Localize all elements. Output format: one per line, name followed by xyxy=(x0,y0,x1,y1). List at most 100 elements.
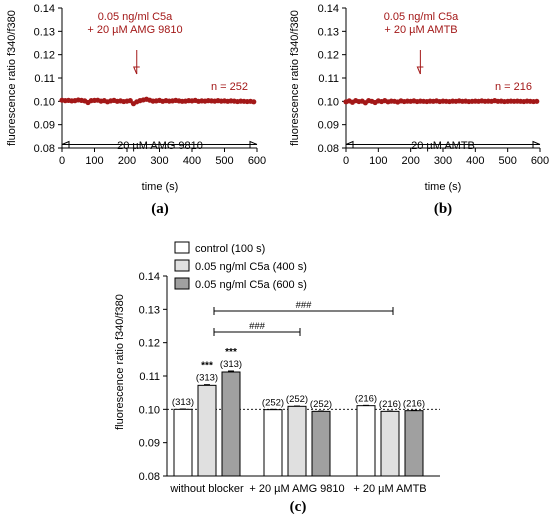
panel-a-blocker-label: 20 µM AMG 9810 xyxy=(117,140,203,152)
panel-b-blocker-arrow-right-head xyxy=(532,140,541,148)
panel-a-x-tick-label: 400 xyxy=(183,155,201,167)
panel-a-blocker-arrow-right-head xyxy=(249,140,258,148)
panel-b-blocker-label: 20 µM AMTB xyxy=(411,140,475,152)
panel-b: 0.08 0.09 0.10 0.11 0.12 0.13 0.14 0 100 200 300 40… xyxy=(289,3,549,217)
panel-b-y-tick-label: 0.08 xyxy=(318,143,339,155)
panel-a-y-tick-label: 0.12 xyxy=(34,50,55,62)
panel-c-legend-label: control (100 s) xyxy=(195,243,265,255)
panel-a-blocker-arrow xyxy=(61,140,258,148)
panel-b-stimulus-label-2: + 20 µM AMTB xyxy=(384,24,457,36)
panel-b-x-tick-label: 100 xyxy=(369,155,387,167)
panel-c-n-label: (252) xyxy=(286,394,308,405)
panel-c-y-tick-label: 0.14 xyxy=(139,271,160,283)
panel-c-category-label: without blocker xyxy=(169,483,244,495)
panel-a-xlabel: time (s) xyxy=(142,181,179,193)
panel-a-letter: (a) xyxy=(151,201,169,217)
panel-c-bar xyxy=(197,384,217,477)
panel-a-plot: 0.08 0.09 0.10 0.11 0.12 0.13 0.14 0 100 200 300 40… xyxy=(34,3,267,167)
panel-a-x-tick-label: 300 xyxy=(150,155,168,167)
panel-b-stimulus-arrow xyxy=(416,50,424,75)
panel-b-x-tick-label: 600 xyxy=(531,155,549,167)
panel-c-category-label: + 20 µM AMTB xyxy=(353,483,426,495)
panel-b-letter: (b) xyxy=(434,201,452,217)
panel-b-stimulus-arrow-head xyxy=(416,66,424,75)
panel-c-legend-swatch xyxy=(174,259,190,272)
panel-a-y-tick-label: 0.14 xyxy=(34,3,55,15)
panel-b-y-tick-label: 0.14 xyxy=(318,3,339,15)
panel-c-n-label: (216) xyxy=(355,393,377,404)
panel-b-blocker-arrow-left-head xyxy=(345,140,354,148)
panel-b-x-tick-label: 400 xyxy=(466,155,484,167)
panel-a-y-tick-label: 0.09 xyxy=(34,120,55,132)
panel-b-y-tick-label: 0.11 xyxy=(318,73,339,85)
panel-b-y-tick-label: 0.09 xyxy=(318,120,339,132)
panel-a-data-point xyxy=(127,98,133,104)
panel-b-blocker-arrow xyxy=(345,140,541,148)
panel-c-bar xyxy=(263,409,283,477)
panel-c-category-label: + 20 µM AMG 9810 xyxy=(249,483,344,495)
panel-c-n-label: (216) xyxy=(403,398,425,409)
panel-b-data-point xyxy=(534,98,540,104)
panel-c-n-label: (313) xyxy=(220,359,242,370)
panel-b-y-tick-label: 0.13 xyxy=(318,26,339,38)
panel-c-bar xyxy=(173,408,193,477)
panel-c-y-tick-label: 0.12 xyxy=(139,338,160,350)
panel-b-n-label: n = 216 xyxy=(495,81,532,93)
panel-c-y-tick-label: 0.09 xyxy=(139,438,160,450)
panel-a-y-tick-label: 0.11 xyxy=(34,73,55,85)
panel-c-n-label: (252) xyxy=(310,399,332,410)
panel-b-ylabel: fluorescence ratio f340/f380 xyxy=(289,10,301,146)
panel-c-legend-swatch xyxy=(174,277,190,290)
panel-c-plot: 0.080.090.100.110.120.130.14(313)(313)**… xyxy=(139,241,440,495)
panel-a-stimulus-label-2: + 20 µM AMG 9810 xyxy=(87,24,182,36)
panel-c-n-label: (216) xyxy=(379,399,401,410)
panel-b-x-tick-label: 200 xyxy=(401,155,419,167)
panel-c-bar xyxy=(221,371,241,477)
panel-c-y-tick-label: 0.13 xyxy=(139,304,160,316)
panel-a-y-tick-label: 0.08 xyxy=(34,143,55,155)
panel-a-y-tick-label: 0.13 xyxy=(34,26,55,38)
panel-c-y-tick-label: 0.11 xyxy=(139,371,160,383)
panel-c-n-label: (313) xyxy=(196,373,218,384)
panel-c-n-label: (252) xyxy=(262,397,284,408)
panel-c-letter: (c) xyxy=(290,499,307,515)
panel-c-bar xyxy=(404,410,424,477)
panel-a-x-tick-label: 0 xyxy=(59,155,65,167)
panel-b-x-tick-label: 300 xyxy=(434,155,452,167)
panel-c-legend-label: 0.05 ng/ml C5a (400 s) xyxy=(195,261,307,273)
panel-b-y-tick-label: 0.10 xyxy=(318,96,339,108)
panel-c-legend-label: 0.05 ng/ml C5a (600 s) xyxy=(195,279,307,291)
panel-c-bar xyxy=(380,410,400,477)
panel-c-significance-label: *** xyxy=(201,361,213,372)
panel-b-y-tick-label: 0.12 xyxy=(318,50,339,62)
panel-a-n-label: n = 252 xyxy=(211,81,248,93)
panel-c-ylabel: fluorescence ratio f340/f380 xyxy=(114,294,126,430)
panel-a-stimulus-label-1: 0.05 ng/ml C5a xyxy=(98,11,173,23)
panel-c-y-tick-label: 0.10 xyxy=(139,404,160,416)
panel-b-x-tick-label: 500 xyxy=(498,155,516,167)
panel-a-blocker-arrow-left-head xyxy=(61,140,70,148)
panel-a-data-point xyxy=(251,99,257,105)
panel-c: 0.080.090.100.110.120.130.14(313)(313)**… xyxy=(114,241,440,515)
panel-a-y-tick-label: 0.10 xyxy=(34,96,55,108)
panel-c-n-label: (313) xyxy=(172,397,194,408)
panel-c-legend: control (100 s) 0.05 ng/ml C5a (400 s) 0.0… xyxy=(174,241,307,291)
panel-c-comparison-label: ### xyxy=(296,300,313,311)
panel-c-comparison-label: ### xyxy=(249,321,266,332)
panel-c-bar xyxy=(287,405,307,477)
panel-c-bar xyxy=(356,405,376,477)
panel-c-bar xyxy=(311,410,331,477)
panel-c-y-tick-label: 0.08 xyxy=(139,471,160,483)
panel-b-x-tick-label: 0 xyxy=(343,155,349,167)
panel-c-significance-label: *** xyxy=(225,347,237,358)
panel-a-stimulus-arrow xyxy=(132,50,140,75)
panel-a-x-tick-label: 100 xyxy=(85,155,103,167)
panel-a-ylabel: fluorescence ratio f340/f380 xyxy=(6,10,18,146)
panel-a-x-tick-label: 200 xyxy=(118,155,136,167)
panel-a-x-tick-label: 500 xyxy=(215,155,233,167)
panel-a: 0.08 0.09 0.10 0.11 0.12 0.13 0.14 0 100 200 300 40… xyxy=(6,3,266,217)
panel-b-plot: 0.08 0.09 0.10 0.11 0.12 0.13 0.14 0 100 200 300 40… xyxy=(318,3,550,167)
panel-a-x-tick-label: 600 xyxy=(248,155,266,167)
panel-c-legend-swatch xyxy=(174,241,190,254)
